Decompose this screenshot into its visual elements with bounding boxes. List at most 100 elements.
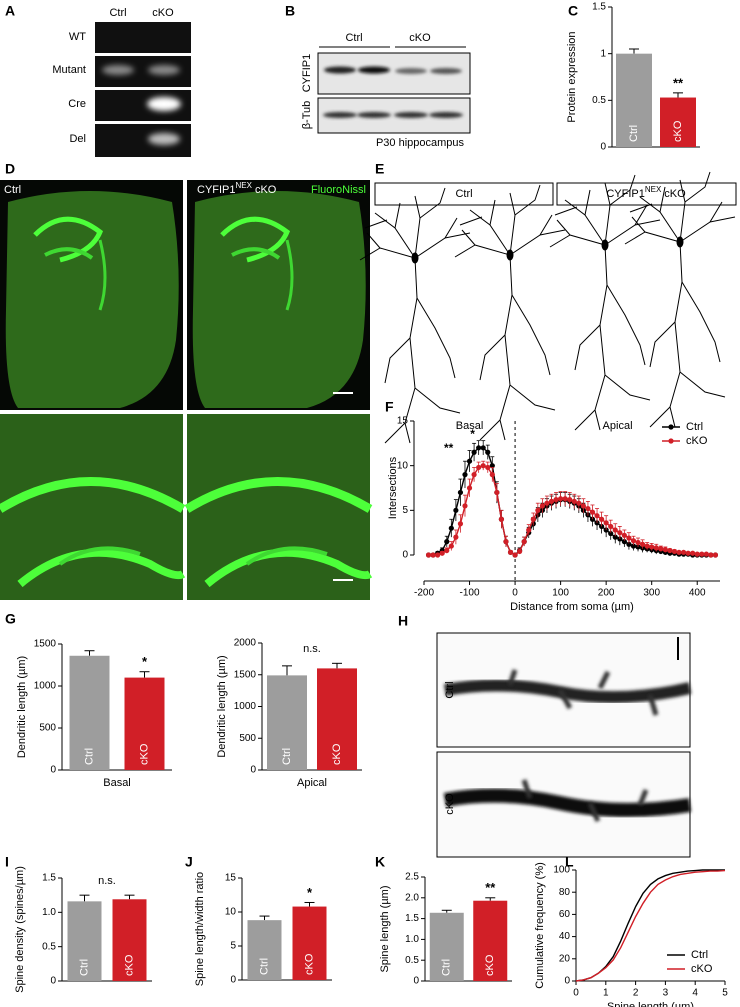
panel-label: A: [5, 3, 15, 19]
x-tick-label: 5: [722, 988, 728, 999]
y-tick-label: 0: [50, 765, 56, 776]
gel-band: [148, 133, 180, 145]
point: [630, 538, 637, 544]
panel-label: F: [385, 399, 394, 415]
x-tick-label: 300: [643, 588, 660, 599]
y-tick-label: 10: [225, 907, 237, 918]
column-label: Ctrl: [109, 7, 126, 19]
y-axis-label: Cumulative frequency (%): [534, 862, 546, 989]
x-tick-label: 4: [692, 988, 698, 999]
panel-label: B: [285, 3, 295, 19]
micrograph: [0, 180, 183, 410]
group-label: Ctrl: [455, 188, 472, 200]
category-label: Ctrl: [258, 958, 270, 975]
point: [690, 550, 696, 556]
point: [471, 449, 477, 455]
x-tick-label: 100: [552, 588, 569, 599]
category-label: Ctrl: [78, 959, 90, 976]
y-axis-label: Dendritic length (µm): [16, 656, 28, 758]
y-tick-label: 0.5: [42, 941, 56, 952]
point: [662, 547, 668, 553]
point: [576, 500, 582, 506]
y-axis-label: Spine density (spines/µm): [14, 866, 26, 993]
y-tick-label: 15: [397, 416, 409, 427]
point: [580, 503, 586, 509]
y-tick-label: 1.0: [42, 907, 56, 918]
point: [471, 472, 477, 478]
y-tick-label: 0: [250, 765, 256, 776]
x-tick-label: 200: [598, 588, 615, 599]
y-tick-label: 5: [402, 505, 408, 516]
panel-label: E: [375, 161, 384, 177]
bar: [124, 677, 165, 770]
y-tick-label: 80: [559, 887, 571, 898]
blot-band: [429, 112, 463, 118]
point: [485, 449, 491, 455]
image-label: cKO: [444, 793, 456, 815]
y-tick-label: 2.0: [405, 892, 419, 903]
significance: **: [485, 880, 496, 895]
point: [435, 552, 441, 558]
point: [494, 489, 500, 496]
point: [480, 463, 486, 469]
y-tick-label: 0: [402, 550, 408, 561]
category-label: cKO: [138, 743, 150, 765]
label-part: NEX: [645, 185, 662, 194]
point: [617, 536, 623, 542]
point: [589, 516, 596, 522]
point: [544, 500, 550, 506]
significance: n.s.: [98, 875, 116, 887]
point: [585, 505, 591, 512]
significance: **: [444, 441, 454, 455]
point: [599, 516, 605, 522]
y-tick-label: 0.5: [405, 955, 419, 966]
point: [694, 551, 700, 557]
point: [703, 551, 709, 557]
legend-label: Ctrl: [691, 949, 708, 961]
protein-label: CYFIP1: [301, 54, 313, 93]
bar: [69, 655, 110, 770]
point: [466, 458, 473, 464]
point: [649, 544, 655, 550]
caption: P30 hippocampus: [376, 137, 465, 149]
point: [553, 497, 559, 503]
panel-label: D: [5, 161, 15, 177]
point: [462, 503, 468, 509]
point: [571, 498, 577, 504]
point: [457, 489, 464, 496]
x-axis-label: Apical: [297, 777, 327, 789]
y-tick-label: 2000: [234, 638, 257, 649]
spine: [507, 669, 659, 823]
point: [476, 445, 482, 451]
blot-band: [324, 66, 356, 74]
row-label: Cre: [68, 98, 86, 110]
panel-label: I: [5, 854, 9, 870]
neuron-tracing: [549, 174, 661, 431]
label-part: CYFIP1: [197, 184, 236, 196]
y-tick-label: 1: [600, 48, 606, 59]
x-tick-label: -200: [414, 588, 434, 599]
point: [444, 547, 450, 554]
group-label: cKO: [409, 32, 431, 44]
point: [480, 445, 486, 451]
legend-label: Ctrl: [686, 421, 703, 433]
point: [603, 520, 609, 526]
category-label: cKO: [331, 743, 343, 765]
label-part: cKO: [255, 184, 277, 196]
bar: [267, 675, 307, 770]
bar: [660, 97, 696, 147]
y-tick-label: 1.0: [405, 934, 419, 945]
y-tick-label: 1.5: [592, 2, 606, 13]
significance: **: [673, 75, 684, 90]
y-axis-label: Protein expression: [566, 31, 578, 122]
point: [507, 549, 514, 555]
point: [676, 549, 682, 555]
gel-band: [147, 97, 181, 111]
category-label: Ctrl: [628, 125, 640, 142]
protein-label: β-Tub: [301, 101, 313, 130]
significance: *: [470, 427, 475, 441]
y-tick-label: 5: [230, 941, 236, 952]
series-line: [428, 464, 716, 556]
point: [667, 547, 673, 554]
